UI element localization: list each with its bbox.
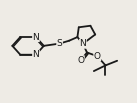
Text: N: N bbox=[79, 39, 86, 48]
Text: S: S bbox=[57, 39, 62, 48]
Text: N: N bbox=[33, 33, 39, 42]
Text: O: O bbox=[94, 52, 101, 61]
Text: O: O bbox=[77, 56, 84, 65]
Text: N: N bbox=[33, 50, 39, 59]
